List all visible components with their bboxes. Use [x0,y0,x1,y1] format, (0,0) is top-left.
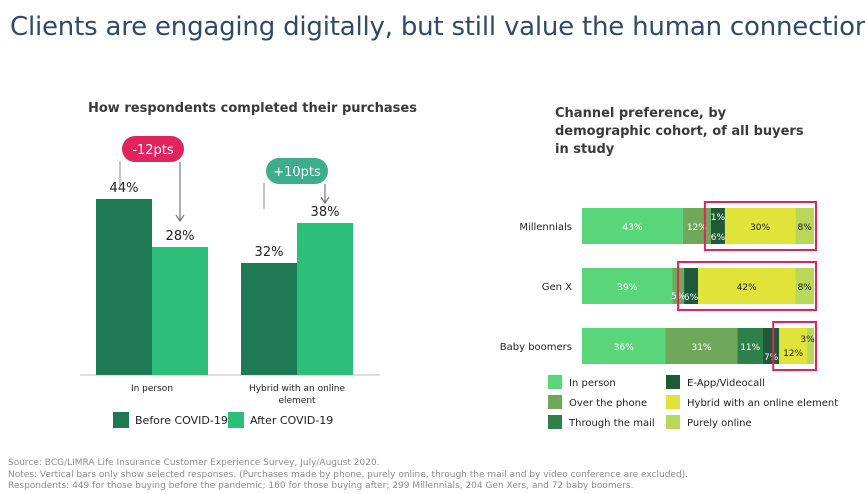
left-chart-title: How respondents completed their purchase… [88,101,417,116]
annotation-pill [122,136,184,162]
stack-seg-0-5 [795,208,814,244]
right-chart-title: Channel preference, by demographic cohor… [555,106,804,157]
footer-notes-line: Notes: Vertical bars only show selected … [8,469,689,480]
legend-swatch [666,415,680,429]
highlight-frame [772,321,818,371]
bar-0-1 [152,247,208,375]
highlight-frame [703,201,817,251]
legend-swatch [113,412,129,428]
legend-swatch [228,412,244,428]
stack-seg-2-0 [582,328,666,364]
annotation-pill-label: +10pts [273,165,321,180]
segment-label: 31% [691,343,711,353]
stack-seg-1-4 [698,268,796,304]
legend-label: In person [569,378,616,389]
segment-label: 6% [684,293,699,303]
stack-seg-2-3 [762,328,780,364]
x-tick-label: Hybrid with an online [249,384,346,394]
legend-label: After COVID-19 [250,414,333,427]
bar-value-label: 28% [166,229,195,244]
footer-notes: Source: BCG/LIMRA Life Insurance Custome… [8,458,688,493]
x-tick-label: element [278,396,316,406]
stack-seg-2-2 [737,328,763,364]
segment-label: 42% [737,283,757,293]
bar-value-label: 44% [110,181,139,196]
y-category-label: Gen X [542,282,572,293]
bar-1-1 [297,223,353,375]
highlight-frame [677,261,817,311]
legend-label: Before COVID-19 [135,414,228,427]
annotation-arrowhead [320,196,330,205]
segment-label: 36% [614,343,634,353]
stack-seg-0-3 [710,208,725,244]
page-title: Clients are engaging digitally, but stil… [10,12,865,42]
segment-label: 7% [764,353,779,363]
segment-label: 8% [798,283,813,293]
bar-value-label: 38% [311,205,340,220]
right-stacked-chart: Millennials 43% 12%6%30% 8%1%Gen X 39%5%6%42… [500,201,838,429]
segment-label: 43% [622,223,642,233]
annotation-arrowhead [175,214,185,223]
segment-label: 12% [687,223,707,233]
legend-swatch [666,395,680,409]
bar-1-0 [241,263,297,375]
legend-label: E-App/Videocall [687,378,765,389]
legend-label: Over the phone [569,398,647,409]
annotation-pill-label: -12pts [132,143,174,158]
left-bar-chart: 44% 28% In person 32% 38% Hybrid with an onli… [80,136,380,428]
stack-seg-0-4 [724,208,796,244]
stack-seg-2-1 [665,328,738,364]
segment-label: 6% [711,233,726,243]
segment-extra-label: 1% [711,213,726,223]
legend-label: Hybrid with an online element [687,398,838,409]
segment-label: 39% [617,283,637,293]
segment-label: 11% [740,343,760,353]
stack-seg-1-0 [582,268,673,304]
bar-value-label: 32% [255,245,284,260]
segment-label: 8% [797,223,812,233]
legend-swatch [548,375,562,389]
x-tick-label: In person [131,384,173,394]
legend-label: Through the mail [568,418,655,429]
stack-seg-0-1 [682,208,711,244]
segment-label: 30% [750,223,770,233]
segment-label: 3% [800,335,815,345]
legend-swatch [666,375,680,389]
legend-swatch [548,415,562,429]
stack-seg-1-5 [795,268,814,304]
legend-swatch [548,395,562,409]
legend-label: Purely online [687,418,752,429]
bar-0-0 [96,199,152,375]
stack-seg-2-4 [779,328,808,364]
stack-seg-2-5 [807,328,814,364]
segment-label: 12% [783,349,803,359]
footer-respondents: Respondents: 449 for those buying before… [8,481,634,491]
y-category-label: Baby boomers [500,342,572,353]
annotation-pill [266,158,328,184]
stack-seg-0-0 [582,208,683,244]
y-category-label: Millennials [519,222,572,233]
footer-source: Source: BCG/LIMRA Life Insurance Custome… [8,458,380,468]
stack-seg-1-3 [684,268,698,304]
